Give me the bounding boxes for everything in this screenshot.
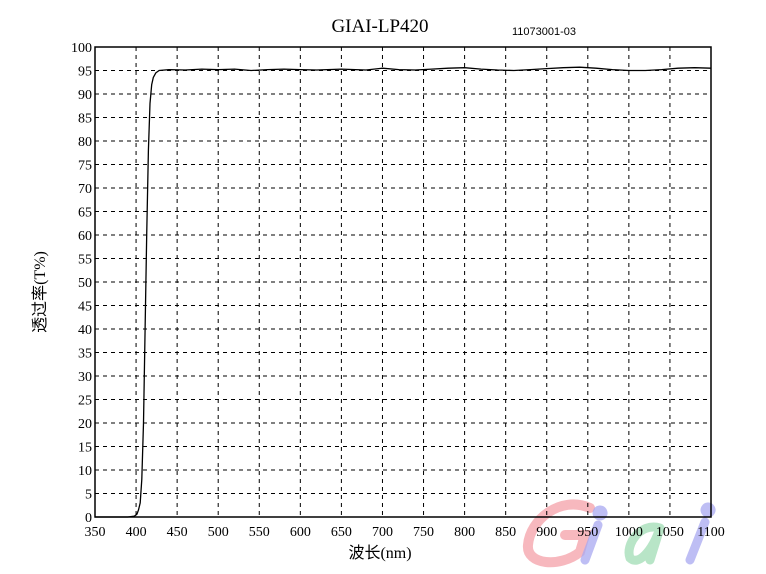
y-tick-label: 40 [78,323,92,338]
x-tick-label: 850 [495,525,516,540]
y-tick-label: 100 [71,41,92,56]
x-tick-label: 500 [208,525,229,540]
watermark-logo-stroke [523,499,595,568]
x-tick-label: 950 [577,525,598,540]
y-tick-label: 15 [78,441,92,456]
y-tick-label: 90 [78,88,92,103]
y-tick-label: 45 [78,300,92,315]
y-tick-label: 20 [78,417,92,432]
y-tick-label: 55 [78,253,92,268]
chart-title: GIAI-LP420 [331,16,429,37]
x-tick-label: 1100 [697,525,724,540]
x-tick-label: 1000 [615,525,643,540]
chart-annotation: 11073001-03 [512,26,577,38]
x-tick-label: 1050 [656,525,684,540]
x-tick-label: 450 [167,525,188,540]
y-tick-label: 70 [78,182,92,197]
x-tick-label: 750 [413,525,434,540]
y-tick-label: 80 [78,135,92,150]
y-tick-label: 30 [78,370,92,385]
y-tick-label: 85 [78,112,92,127]
y-tick-label: 10 [78,464,92,479]
y-tick-label: 35 [78,347,92,362]
y-tick-label: 75 [78,159,92,174]
x-tick-label: 400 [126,525,147,540]
x-tick-label: 700 [372,525,393,540]
x-tick-label: 800 [454,525,475,540]
x-axis-label: 波长(nm) [348,545,412,562]
y-tick-label: 25 [78,394,92,409]
x-tick-label: 600 [290,525,311,540]
watermark-logo-stroke [685,502,716,565]
x-tick-label: 550 [249,525,270,540]
y-tick-label: 50 [78,276,92,291]
y-tick-label: 65 [78,206,92,221]
y-tick-label: 60 [78,229,92,244]
plot-frame [94,46,712,518]
x-tick-label: 900 [536,525,557,540]
x-tick-label: 650 [331,525,352,540]
transmission-curve [95,66,712,518]
y-tick-label: 0 [85,511,92,526]
watermark-logo-stroke [624,522,665,565]
y-tick-label: 95 [78,65,92,80]
watermark-logo-stroke [580,505,608,565]
y-tick-label: 5 [85,488,92,503]
x-tick-label: 350 [85,525,106,540]
